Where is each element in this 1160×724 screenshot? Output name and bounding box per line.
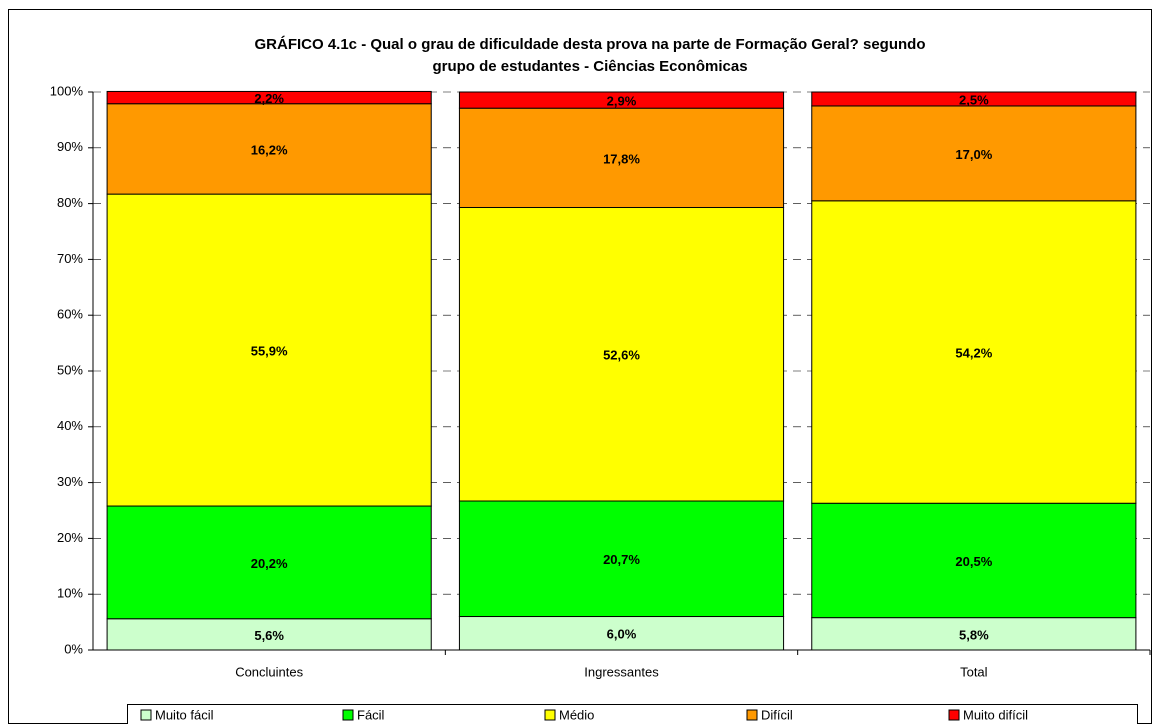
value-label: 20,7% bbox=[603, 552, 640, 567]
legend-swatch bbox=[746, 709, 758, 721]
legend-label: Muito fácil bbox=[155, 707, 214, 722]
legend-box bbox=[127, 704, 1138, 724]
bar-segment bbox=[458, 91, 785, 109]
bar-segment bbox=[811, 105, 1137, 202]
value-label: 5,8% bbox=[959, 627, 989, 642]
value-label: 17,0% bbox=[955, 147, 992, 162]
y-tick-label: 40% bbox=[57, 418, 83, 433]
value-label: 6,0% bbox=[607, 627, 637, 642]
bar-segment bbox=[811, 502, 1137, 619]
bar-segment bbox=[106, 103, 432, 195]
y-tick-label: 50% bbox=[57, 362, 83, 377]
bar-segment bbox=[811, 91, 1137, 107]
bar-segment bbox=[106, 618, 432, 651]
value-label: 2,9% bbox=[607, 94, 637, 109]
y-tick-label: 0% bbox=[64, 641, 83, 656]
value-label: 55,9% bbox=[251, 344, 288, 359]
value-label: 52,6% bbox=[603, 348, 640, 363]
bar-segment bbox=[458, 207, 785, 502]
y-tick-label: 10% bbox=[57, 586, 83, 601]
legend-swatch bbox=[948, 709, 960, 721]
value-label: 20,2% bbox=[251, 556, 288, 571]
bar-segment bbox=[458, 616, 785, 651]
y-tick-label: 30% bbox=[57, 474, 83, 489]
bar-segment bbox=[106, 193, 432, 507]
y-tick-label: 80% bbox=[57, 195, 83, 210]
y-tick-label: 100% bbox=[50, 83, 84, 98]
value-label: 2,5% bbox=[959, 92, 989, 107]
value-label: 20,5% bbox=[955, 554, 992, 569]
value-label: 54,2% bbox=[955, 345, 992, 360]
x-tick-label: Ingressantes bbox=[584, 664, 659, 679]
legend-label: Muito difícil bbox=[963, 707, 1028, 722]
y-tick-label: 90% bbox=[57, 139, 83, 154]
legend-label: Médio bbox=[559, 707, 594, 722]
value-label: 5,6% bbox=[254, 628, 284, 643]
value-label: 17,8% bbox=[603, 151, 640, 166]
chart-title: GRÁFICO 4.1c - Qual o grau de dificuldad… bbox=[255, 36, 926, 53]
bar-segment bbox=[811, 200, 1137, 504]
bar-segment bbox=[106, 90, 432, 105]
legend-swatch bbox=[140, 709, 152, 721]
chart-title: grupo de estudantes - Ciências Econômica… bbox=[432, 58, 747, 75]
value-label: 16,2% bbox=[251, 142, 288, 157]
legend-label: Difícil bbox=[761, 707, 793, 722]
y-tick-label: 70% bbox=[57, 251, 83, 266]
legend-swatch bbox=[342, 709, 354, 721]
legend-label: Fácil bbox=[357, 707, 385, 722]
value-label: 2,2% bbox=[254, 91, 284, 106]
bar-segment bbox=[458, 107, 785, 209]
y-tick-label: 20% bbox=[57, 530, 83, 545]
bar-segment bbox=[106, 505, 432, 620]
bar-segment bbox=[458, 500, 785, 618]
x-tick-label: Concluintes bbox=[235, 664, 303, 679]
legend-swatch bbox=[544, 709, 556, 721]
y-tick-label: 60% bbox=[57, 307, 83, 322]
x-tick-label: Total bbox=[960, 664, 988, 679]
